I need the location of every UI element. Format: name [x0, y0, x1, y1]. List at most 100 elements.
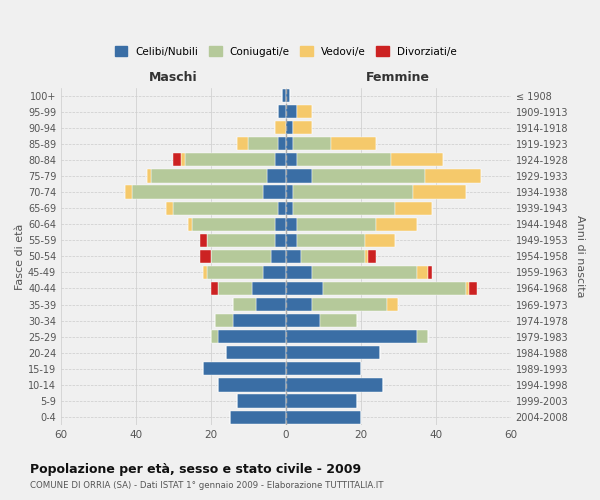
Bar	[200, 234, 207, 247]
Bar	[368, 250, 376, 263]
Bar	[218, 330, 286, 344]
Bar	[185, 154, 275, 166]
Bar	[278, 202, 286, 214]
Bar	[312, 170, 425, 182]
Bar	[286, 170, 312, 182]
Bar	[188, 218, 192, 231]
Bar	[230, 410, 286, 424]
Bar	[237, 137, 248, 150]
Bar	[256, 298, 286, 311]
Bar	[466, 282, 469, 295]
Bar	[286, 394, 357, 407]
Bar	[297, 218, 376, 231]
Bar	[286, 330, 417, 344]
Bar	[215, 314, 233, 327]
Bar	[275, 154, 286, 166]
Bar	[211, 282, 218, 295]
Bar	[387, 298, 398, 311]
Bar	[286, 410, 361, 424]
Bar	[312, 266, 417, 279]
Bar	[286, 154, 297, 166]
Bar	[173, 202, 278, 214]
Bar	[297, 105, 312, 118]
Bar	[248, 137, 278, 150]
Bar	[312, 298, 387, 311]
Bar	[166, 202, 173, 214]
Bar	[278, 105, 286, 118]
Bar	[203, 266, 207, 279]
Bar	[125, 186, 132, 198]
Text: Maschi: Maschi	[149, 72, 198, 85]
Bar	[263, 266, 286, 279]
Bar	[286, 137, 293, 150]
Bar	[252, 282, 286, 295]
Bar	[417, 266, 428, 279]
Legend: Celibi/Nubili, Coniugati/e, Vedovi/e, Divorziati/e: Celibi/Nubili, Coniugati/e, Vedovi/e, Di…	[111, 42, 461, 60]
Bar	[286, 218, 297, 231]
Y-axis label: Fasce di età: Fasce di età	[15, 223, 25, 290]
Bar	[211, 250, 271, 263]
Bar	[275, 234, 286, 247]
Bar	[286, 89, 290, 102]
Bar	[275, 121, 286, 134]
Bar	[211, 330, 218, 344]
Bar	[428, 266, 432, 279]
Bar	[297, 234, 365, 247]
Bar	[173, 154, 181, 166]
Bar	[395, 202, 432, 214]
Bar	[286, 346, 380, 360]
Bar	[233, 314, 286, 327]
Bar	[286, 362, 361, 376]
Y-axis label: Anni di nascita: Anni di nascita	[575, 215, 585, 298]
Bar	[365, 234, 395, 247]
Bar	[226, 346, 286, 360]
Bar	[286, 250, 301, 263]
Bar	[413, 186, 466, 198]
Bar	[286, 378, 383, 392]
Bar	[286, 266, 312, 279]
Text: COMUNE DI ORRIA (SA) - Dati ISTAT 1° gennaio 2009 - Elaborazione TUTTITALIA.IT: COMUNE DI ORRIA (SA) - Dati ISTAT 1° gen…	[30, 481, 383, 490]
Bar	[286, 298, 312, 311]
Bar	[151, 170, 267, 182]
Bar	[282, 89, 286, 102]
Text: Femmine: Femmine	[366, 72, 430, 85]
Bar	[286, 186, 293, 198]
Bar	[267, 170, 286, 182]
Bar	[275, 218, 286, 231]
Bar	[271, 250, 286, 263]
Bar	[218, 282, 252, 295]
Bar	[425, 170, 481, 182]
Bar	[218, 378, 286, 392]
Bar	[323, 282, 466, 295]
Bar	[192, 218, 275, 231]
Bar	[207, 234, 275, 247]
Bar	[237, 394, 286, 407]
Bar	[293, 121, 312, 134]
Bar	[207, 266, 263, 279]
Bar	[417, 330, 428, 344]
Bar	[365, 250, 368, 263]
Bar	[293, 202, 395, 214]
Bar	[203, 362, 286, 376]
Bar	[293, 137, 331, 150]
Bar	[132, 186, 263, 198]
Bar	[331, 137, 376, 150]
Bar	[320, 314, 357, 327]
Bar	[286, 121, 293, 134]
Bar	[286, 234, 297, 247]
Text: Popolazione per età, sesso e stato civile - 2009: Popolazione per età, sesso e stato civil…	[30, 462, 361, 475]
Bar	[391, 154, 443, 166]
Bar	[293, 186, 413, 198]
Bar	[278, 137, 286, 150]
Bar	[376, 218, 417, 231]
Bar	[181, 154, 185, 166]
Bar	[233, 298, 256, 311]
Bar	[200, 250, 211, 263]
Bar	[286, 282, 323, 295]
Bar	[301, 250, 365, 263]
Bar	[147, 170, 151, 182]
Bar	[286, 314, 320, 327]
Bar	[297, 154, 391, 166]
Bar	[263, 186, 286, 198]
Bar	[469, 282, 477, 295]
